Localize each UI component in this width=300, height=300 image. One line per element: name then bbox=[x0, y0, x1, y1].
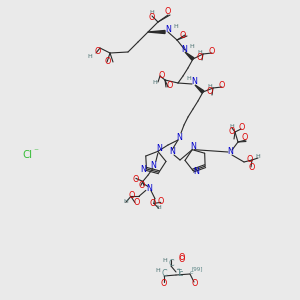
Text: H: H bbox=[156, 268, 161, 272]
Text: H: H bbox=[124, 199, 128, 204]
Text: H: H bbox=[208, 83, 212, 88]
Text: O: O bbox=[192, 280, 198, 289]
Text: N: N bbox=[150, 161, 156, 170]
Text: O: O bbox=[150, 199, 156, 208]
Text: O: O bbox=[139, 181, 145, 190]
Text: H: H bbox=[150, 11, 154, 16]
Text: O: O bbox=[207, 86, 213, 95]
Text: O: O bbox=[129, 191, 135, 200]
Text: T: T bbox=[176, 269, 181, 278]
Text: O: O bbox=[149, 14, 155, 22]
Text: O: O bbox=[165, 8, 171, 16]
Text: ⁻: ⁻ bbox=[34, 148, 38, 157]
Text: H: H bbox=[230, 124, 234, 130]
Text: O: O bbox=[159, 71, 165, 80]
Text: [99]: [99] bbox=[191, 266, 203, 272]
Text: N: N bbox=[190, 142, 196, 151]
Text: O: O bbox=[167, 80, 173, 89]
Text: O: O bbox=[161, 280, 167, 289]
Text: H: H bbox=[256, 154, 260, 160]
Text: H: H bbox=[157, 205, 161, 210]
Text: O: O bbox=[180, 32, 186, 40]
Text: C: C bbox=[161, 269, 167, 278]
Text: c: c bbox=[189, 269, 193, 275]
Text: O: O bbox=[209, 46, 215, 56]
Polygon shape bbox=[185, 52, 194, 60]
Text: O: O bbox=[179, 253, 185, 262]
Text: C: C bbox=[168, 260, 174, 268]
Text: O: O bbox=[242, 134, 248, 142]
Text: N: N bbox=[227, 148, 233, 157]
Text: N: N bbox=[193, 167, 199, 176]
Text: O: O bbox=[239, 122, 245, 131]
Text: H: H bbox=[187, 76, 191, 80]
Text: N: N bbox=[181, 46, 187, 55]
Text: N: N bbox=[169, 148, 175, 157]
Text: O: O bbox=[134, 198, 140, 207]
Text: O: O bbox=[197, 52, 203, 62]
Text: Cl: Cl bbox=[22, 150, 32, 160]
Text: H: H bbox=[198, 50, 203, 55]
Text: H: H bbox=[174, 25, 178, 29]
Text: ⁻: ⁻ bbox=[176, 268, 180, 274]
Text: O: O bbox=[158, 197, 164, 206]
Text: O: O bbox=[133, 175, 139, 184]
Text: H: H bbox=[88, 55, 92, 59]
Text: N: N bbox=[140, 165, 146, 174]
Text: O: O bbox=[219, 80, 225, 89]
Text: O: O bbox=[249, 163, 255, 172]
Polygon shape bbox=[148, 31, 165, 34]
Text: H: H bbox=[163, 257, 167, 262]
Text: c: c bbox=[179, 269, 183, 278]
Text: O: O bbox=[95, 47, 101, 56]
Text: N: N bbox=[176, 133, 182, 142]
Text: O: O bbox=[229, 128, 235, 136]
Text: N: N bbox=[191, 77, 197, 86]
Text: O: O bbox=[247, 154, 253, 164]
Text: O: O bbox=[179, 254, 185, 263]
Text: N: N bbox=[156, 144, 162, 153]
Text: H: H bbox=[153, 80, 158, 85]
Text: O: O bbox=[105, 58, 111, 67]
Polygon shape bbox=[195, 85, 204, 93]
Text: N: N bbox=[146, 184, 152, 193]
Text: H: H bbox=[190, 44, 194, 49]
Text: N: N bbox=[165, 26, 171, 34]
